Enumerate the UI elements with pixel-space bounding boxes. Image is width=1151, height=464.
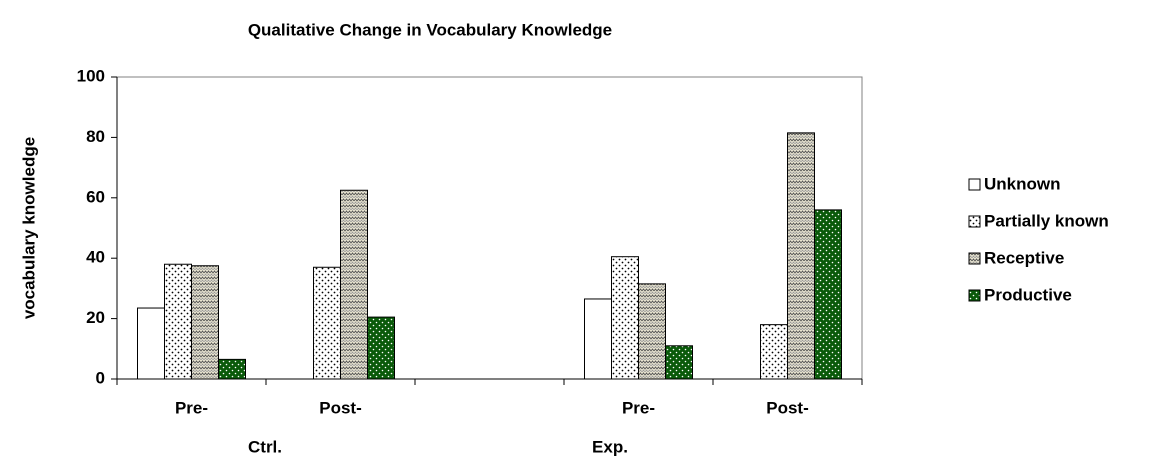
x-tick-label: Pre-: [175, 398, 208, 417]
bar: [313, 266, 341, 380]
y-tick-label: 20: [86, 308, 105, 327]
x-tick-label: Post-: [319, 398, 362, 417]
legend-label: Receptive: [984, 248, 1064, 267]
bar: [665, 345, 693, 380]
bar: [787, 132, 815, 380]
bar: [638, 283, 666, 380]
bar: [760, 324, 788, 380]
y-tick-label: 0: [96, 368, 105, 387]
group-label: Ctrl.: [248, 437, 282, 456]
x-tick-label: Pre-: [622, 398, 655, 417]
y-axis-label: vocabulary knowledge: [19, 137, 38, 319]
bar: [218, 358, 246, 380]
legend-label: Unknown: [984, 174, 1061, 193]
plot-area: [116, 76, 863, 380]
bar: [164, 263, 192, 380]
legend-swatch: [968, 289, 981, 302]
legend-label: Partially known: [984, 211, 1109, 230]
bar: [584, 298, 612, 380]
bar: [137, 307, 165, 380]
y-tick-label: 100: [77, 66, 105, 85]
bar: [191, 265, 219, 380]
bar: [611, 256, 639, 380]
x-tick-label: Post-: [766, 398, 809, 417]
y-tick-label: 80: [86, 127, 105, 146]
y-tick-label: 40: [86, 248, 105, 267]
legend-swatch: [968, 252, 981, 265]
bar: [340, 189, 368, 380]
legend-swatch: [968, 178, 981, 191]
group-label: Exp.: [592, 437, 628, 456]
legend-label: Productive: [984, 285, 1072, 304]
chart-title: Qualitative Change in Vocabulary Knowled…: [248, 20, 612, 39]
legend-swatch: [968, 215, 981, 228]
y-tick-label: 60: [86, 187, 105, 206]
bar: [814, 209, 842, 380]
bar: [367, 316, 395, 380]
